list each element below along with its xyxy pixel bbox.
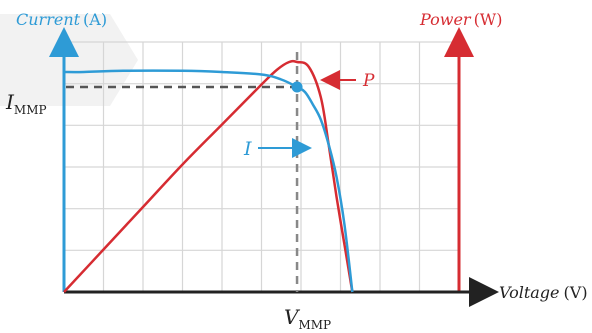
- current-axis-label: Current (A): [16, 10, 107, 29]
- v-mmp-label: VMMP: [284, 305, 331, 332]
- power-axis-label: Power (W): [419, 10, 503, 29]
- power-curve: [63, 59, 354, 293]
- i-series-label: I: [243, 138, 252, 160]
- p-series-label: P: [362, 71, 375, 91]
- i-mmp-label: IMMP: [5, 90, 47, 117]
- mpp-point: [291, 81, 303, 93]
- voltage-axis-label: Voltage (V): [499, 283, 588, 302]
